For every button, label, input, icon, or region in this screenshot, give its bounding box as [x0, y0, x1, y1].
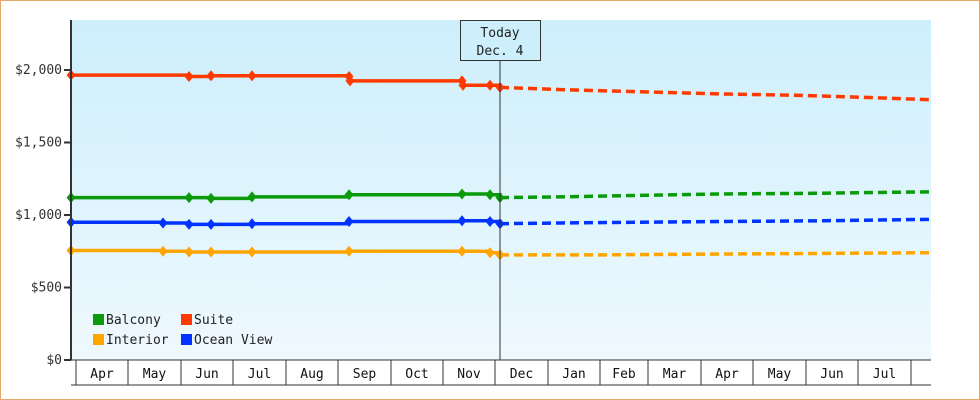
- data-point-marker[interactable]: [457, 188, 467, 200]
- data-point-marker[interactable]: [344, 189, 354, 201]
- y-tick-label: $0: [46, 353, 62, 368]
- month-label: Jun: [195, 367, 218, 382]
- forecast-line: [499, 190, 932, 200]
- month-label: Nov: [457, 367, 481, 382]
- series-layer: [66, 69, 932, 261]
- data-point-marker[interactable]: [457, 245, 467, 257]
- data-point-marker[interactable]: [247, 191, 257, 203]
- month-label: Jul: [873, 367, 896, 382]
- series-balcony: [66, 188, 932, 204]
- month-label: May: [768, 367, 792, 382]
- legend-item-suite[interactable]: Suite: [181, 313, 233, 328]
- y-tick-label: $1,500: [15, 136, 62, 151]
- month-label: Aug: [300, 367, 323, 382]
- legend-item-interior[interactable]: Interior: [93, 333, 169, 348]
- plot-area: [71, 20, 931, 360]
- data-point-marker[interactable]: [344, 216, 354, 228]
- data-point-marker[interactable]: [457, 215, 467, 227]
- data-point-marker[interactable]: [184, 218, 194, 230]
- legend-item-ocean-view[interactable]: Ocean View: [181, 333, 272, 348]
- data-point-marker[interactable]: [206, 70, 216, 82]
- legend-label: Ocean View: [194, 333, 272, 348]
- data-point-marker[interactable]: [206, 218, 216, 230]
- month-label: Apr: [715, 367, 739, 382]
- data-point-marker[interactable]: [458, 79, 468, 91]
- data-point-marker[interactable]: [247, 246, 257, 258]
- data-point-marker[interactable]: [158, 217, 168, 229]
- legend-label: Interior: [106, 333, 169, 348]
- today-date: Dec. 4: [477, 44, 524, 59]
- data-point-marker[interactable]: [184, 246, 194, 258]
- data-point-marker[interactable]: [344, 245, 354, 257]
- data-point-marker[interactable]: [184, 71, 194, 83]
- data-point-marker[interactable]: [206, 246, 216, 258]
- legend: Balcony Suite Interior Ocean View: [93, 313, 272, 348]
- month-axis: Apr May Jun Jul Aug Sep Oct Nov Dec Jan Feb Mar Apr M…: [71, 360, 931, 386]
- forecast-line: [500, 250, 932, 257]
- today-marker: Today Dec. 4: [460, 20, 541, 360]
- data-point-marker[interactable]: [247, 218, 257, 230]
- month-label: Jan: [562, 367, 585, 382]
- forecast-line: [499, 217, 932, 226]
- series-ocean-view: [66, 215, 932, 230]
- month-label: Oct: [405, 367, 428, 382]
- month-label: Jun: [820, 367, 843, 382]
- today-label: Today: [480, 26, 519, 41]
- legend-swatch: [93, 314, 104, 325]
- y-axis-ticks: $0 $500 $1,000 $1,500 $2,000: [15, 63, 71, 368]
- month-label: Feb: [612, 367, 636, 382]
- legend-label: Suite: [194, 313, 233, 328]
- month-label: Sep: [353, 367, 377, 382]
- legend-swatch: [181, 334, 192, 345]
- month-label: Apr: [90, 367, 114, 382]
- forecast-line: [499, 85, 932, 102]
- data-point-marker[interactable]: [485, 247, 495, 259]
- y-tick-label: $1,000: [15, 208, 62, 223]
- y-tick-label: $500: [31, 281, 62, 296]
- legend-swatch: [181, 314, 192, 325]
- month-label: May: [143, 367, 167, 382]
- month-label: Mar: [663, 367, 687, 382]
- month-label: Dec: [510, 367, 533, 382]
- data-point-marker[interactable]: [247, 70, 257, 82]
- month-label: Jul: [248, 367, 271, 382]
- data-point-marker[interactable]: [158, 245, 168, 257]
- data-point-marker[interactable]: [345, 75, 355, 87]
- today-box: [460, 20, 541, 61]
- data-point-marker[interactable]: [184, 192, 194, 204]
- y-tick-label: $2,000: [15, 63, 62, 78]
- legend-item-balcony[interactable]: Balcony: [93, 313, 161, 328]
- data-point-marker[interactable]: [485, 216, 495, 228]
- data-point-marker[interactable]: [485, 79, 495, 91]
- legend-label: Balcony: [106, 313, 161, 328]
- series-interior: [66, 245, 932, 261]
- legend-swatch: [93, 334, 104, 345]
- data-point-marker[interactable]: [206, 192, 216, 204]
- data-point-marker[interactable]: [485, 189, 495, 201]
